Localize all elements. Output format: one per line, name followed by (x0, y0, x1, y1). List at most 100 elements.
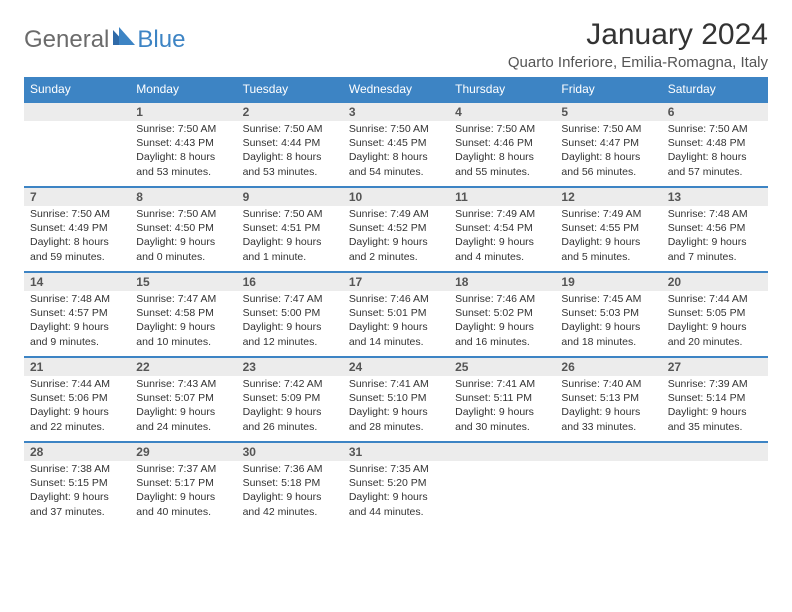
day-body: Sunrise: 7:36 AMSunset: 5:18 PMDaylight:… (237, 461, 343, 526)
day-body: Sunrise: 7:50 AMSunset: 4:45 PMDaylight:… (343, 121, 449, 186)
day-sunset: Sunset: 5:07 PM (136, 391, 230, 405)
day-sunset: Sunset: 5:00 PM (243, 306, 337, 320)
day-day1: Daylight: 9 hours (349, 235, 443, 249)
day-body: Sunrise: 7:50 AMSunset: 4:47 PMDaylight:… (555, 121, 661, 186)
day-body: Sunrise: 7:46 AMSunset: 5:01 PMDaylight:… (343, 291, 449, 356)
day-sunset: Sunset: 4:46 PM (455, 136, 549, 150)
day-body: Sunrise: 7:50 AMSunset: 4:43 PMDaylight:… (130, 121, 236, 186)
logo-text-blue: Blue (137, 26, 185, 54)
day-cell (555, 442, 661, 526)
day-number: 19 (555, 273, 661, 291)
day-sunset: Sunset: 4:52 PM (349, 221, 443, 235)
day-number: 18 (449, 273, 555, 291)
day-sunrise: Sunrise: 7:50 AM (136, 122, 230, 136)
day-cell: 14Sunrise: 7:48 AMSunset: 4:57 PMDayligh… (24, 272, 130, 357)
day-sunrise: Sunrise: 7:47 AM (136, 292, 230, 306)
day-body: Sunrise: 7:47 AMSunset: 4:58 PMDaylight:… (130, 291, 236, 356)
day-sunrise: Sunrise: 7:46 AM (455, 292, 549, 306)
day-day1: Daylight: 9 hours (243, 490, 337, 504)
day-day2: and 42 minutes. (243, 505, 337, 519)
day-sunrise: Sunrise: 7:49 AM (349, 207, 443, 221)
day-body (662, 461, 768, 526)
day-day2: and 9 minutes. (30, 335, 124, 349)
day-cell: 10Sunrise: 7:49 AMSunset: 4:52 PMDayligh… (343, 187, 449, 272)
logo-triangle-icon (113, 27, 135, 50)
day-sunset: Sunset: 5:15 PM (30, 476, 124, 490)
day-sunrise: Sunrise: 7:40 AM (561, 377, 655, 391)
day-day2: and 7 minutes. (668, 250, 762, 264)
day-sunrise: Sunrise: 7:44 AM (668, 292, 762, 306)
day-number (449, 443, 555, 461)
day-sunrise: Sunrise: 7:50 AM (30, 207, 124, 221)
day-day1: Daylight: 9 hours (349, 490, 443, 504)
day-day1: Daylight: 9 hours (243, 320, 337, 334)
day-body: Sunrise: 7:41 AMSunset: 5:10 PMDaylight:… (343, 376, 449, 441)
day-number: 31 (343, 443, 449, 461)
day-number: 27 (662, 358, 768, 376)
week-row: 28Sunrise: 7:38 AMSunset: 5:15 PMDayligh… (24, 442, 768, 526)
day-cell (24, 102, 130, 187)
day-cell: 15Sunrise: 7:47 AMSunset: 4:58 PMDayligh… (130, 272, 236, 357)
day-cell: 6Sunrise: 7:50 AMSunset: 4:48 PMDaylight… (662, 102, 768, 187)
day-day1: Daylight: 9 hours (455, 235, 549, 249)
day-body: Sunrise: 7:39 AMSunset: 5:14 PMDaylight:… (662, 376, 768, 441)
dayhead-thursday: Thursday (449, 77, 555, 102)
day-cell: 23Sunrise: 7:42 AMSunset: 5:09 PMDayligh… (237, 357, 343, 442)
day-number: 4 (449, 103, 555, 121)
day-cell: 24Sunrise: 7:41 AMSunset: 5:10 PMDayligh… (343, 357, 449, 442)
day-cell: 4Sunrise: 7:50 AMSunset: 4:46 PMDaylight… (449, 102, 555, 187)
day-cell: 20Sunrise: 7:44 AMSunset: 5:05 PMDayligh… (662, 272, 768, 357)
day-cell: 25Sunrise: 7:41 AMSunset: 5:11 PMDayligh… (449, 357, 555, 442)
day-sunrise: Sunrise: 7:36 AM (243, 462, 337, 476)
day-cell: 8Sunrise: 7:50 AMSunset: 4:50 PMDaylight… (130, 187, 236, 272)
day-sunset: Sunset: 5:13 PM (561, 391, 655, 405)
day-body: Sunrise: 7:35 AMSunset: 5:20 PMDaylight:… (343, 461, 449, 526)
day-sunset: Sunset: 5:01 PM (349, 306, 443, 320)
day-number: 22 (130, 358, 236, 376)
day-sunset: Sunset: 5:06 PM (30, 391, 124, 405)
day-cell: 22Sunrise: 7:43 AMSunset: 5:07 PMDayligh… (130, 357, 236, 442)
day-number: 21 (24, 358, 130, 376)
day-sunrise: Sunrise: 7:49 AM (455, 207, 549, 221)
day-day1: Daylight: 9 hours (136, 405, 230, 419)
day-sunset: Sunset: 5:18 PM (243, 476, 337, 490)
day-body: Sunrise: 7:49 AMSunset: 4:55 PMDaylight:… (555, 206, 661, 271)
day-cell: 26Sunrise: 7:40 AMSunset: 5:13 PMDayligh… (555, 357, 661, 442)
day-number: 28 (24, 443, 130, 461)
day-sunset: Sunset: 5:20 PM (349, 476, 443, 490)
day-body: Sunrise: 7:49 AMSunset: 4:52 PMDaylight:… (343, 206, 449, 271)
day-day2: and 54 minutes. (349, 165, 443, 179)
day-sunrise: Sunrise: 7:48 AM (668, 207, 762, 221)
day-sunset: Sunset: 4:56 PM (668, 221, 762, 235)
logo-text-general: General (24, 26, 109, 54)
day-day1: Daylight: 9 hours (30, 320, 124, 334)
dayhead-row: Sunday Monday Tuesday Wednesday Thursday… (24, 77, 768, 102)
day-day1: Daylight: 9 hours (30, 490, 124, 504)
day-number: 10 (343, 188, 449, 206)
day-body: Sunrise: 7:42 AMSunset: 5:09 PMDaylight:… (237, 376, 343, 441)
day-body: Sunrise: 7:48 AMSunset: 4:56 PMDaylight:… (662, 206, 768, 271)
day-cell: 1Sunrise: 7:50 AMSunset: 4:43 PMDaylight… (130, 102, 236, 187)
day-cell (662, 442, 768, 526)
day-sunset: Sunset: 4:49 PM (30, 221, 124, 235)
dayhead-monday: Monday (130, 77, 236, 102)
day-sunrise: Sunrise: 7:50 AM (349, 122, 443, 136)
day-sunrise: Sunrise: 7:49 AM (561, 207, 655, 221)
day-cell: 18Sunrise: 7:46 AMSunset: 5:02 PMDayligh… (449, 272, 555, 357)
day-day2: and 53 minutes. (243, 165, 337, 179)
day-day1: Daylight: 9 hours (561, 235, 655, 249)
week-row: 21Sunrise: 7:44 AMSunset: 5:06 PMDayligh… (24, 357, 768, 442)
day-sunrise: Sunrise: 7:50 AM (243, 122, 337, 136)
day-sunrise: Sunrise: 7:50 AM (668, 122, 762, 136)
day-day2: and 14 minutes. (349, 335, 443, 349)
header: General Blue January 2024 Quarto Inferio… (24, 18, 768, 71)
day-cell: 27Sunrise: 7:39 AMSunset: 5:14 PMDayligh… (662, 357, 768, 442)
day-day2: and 5 minutes. (561, 250, 655, 264)
day-number (24, 103, 130, 121)
day-number: 20 (662, 273, 768, 291)
day-sunrise: Sunrise: 7:41 AM (349, 377, 443, 391)
day-day2: and 35 minutes. (668, 420, 762, 434)
day-sunrise: Sunrise: 7:37 AM (136, 462, 230, 476)
location-text: Quarto Inferiore, Emilia-Romagna, Italy (508, 54, 768, 71)
day-day1: Daylight: 9 hours (349, 320, 443, 334)
